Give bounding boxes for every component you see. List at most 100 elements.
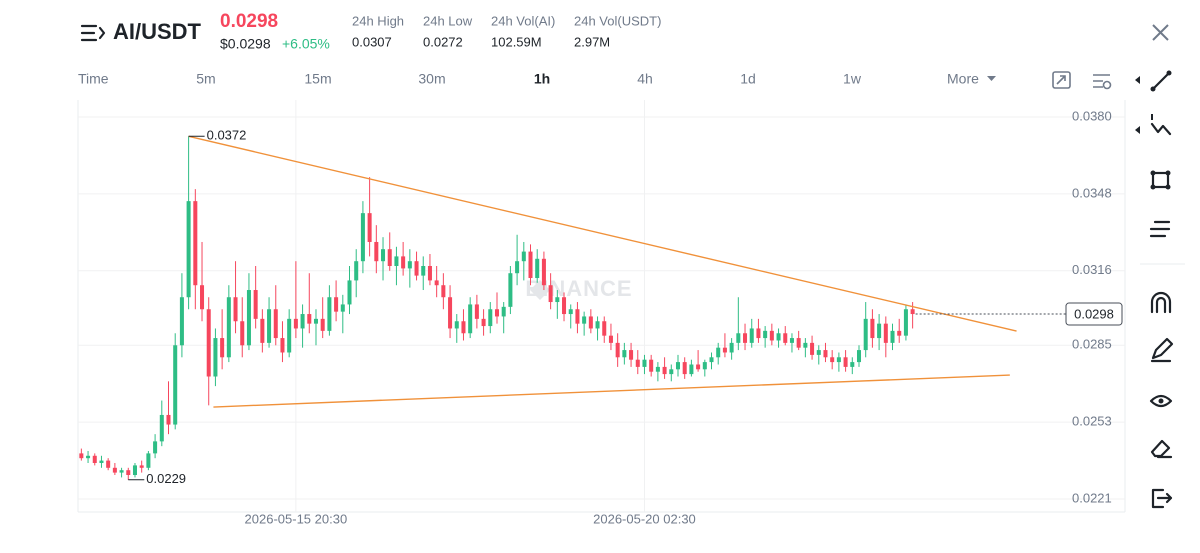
y-tick-label: 0.0316 — [1072, 262, 1112, 277]
candle-body — [474, 304, 479, 319]
channel-tool[interactable] — [1149, 220, 1171, 238]
candle-body — [132, 465, 137, 476]
candle-body — [79, 453, 84, 459]
candle-body — [240, 321, 245, 346]
stat-value: 0.0272 — [423, 34, 463, 49]
candle-body — [92, 455, 97, 463]
magnet-tool[interactable] — [1150, 291, 1172, 314]
more-caret — [987, 76, 996, 81]
candle-body — [863, 318, 868, 351]
candle-body — [441, 285, 446, 298]
candle-body — [119, 470, 124, 473]
candle-body — [675, 362, 681, 370]
candle-body — [246, 290, 251, 346]
candle-body — [836, 357, 841, 363]
candle-body — [602, 321, 607, 336]
candle-body — [903, 309, 908, 336]
candle-body — [293, 318, 298, 329]
candle-body — [280, 338, 285, 353]
candle-body — [555, 297, 560, 303]
candle-body — [783, 333, 788, 343]
interval-option[interactable]: 1d — [740, 71, 756, 87]
x-tick-label: 2026-05-20 02:30 — [593, 511, 696, 526]
settings-icon[interactable] — [1093, 74, 1112, 90]
candle-body — [890, 330, 895, 343]
candle-body — [99, 460, 104, 463]
candle-body — [360, 213, 365, 262]
candle-body — [655, 366, 660, 372]
candle-body — [159, 414, 164, 442]
candle-body — [213, 338, 218, 377]
price-tag — [1065, 302, 1123, 326]
candle-body — [488, 309, 493, 327]
candle-body — [186, 201, 191, 298]
interval-option[interactable]: 30m — [418, 71, 445, 87]
stat-value: 102.59M — [491, 34, 542, 49]
expand-caret[interactable] — [1135, 126, 1140, 134]
annotation-label: 0.0372 — [207, 128, 247, 143]
candle-body — [86, 455, 91, 459]
candle-body — [615, 342, 620, 358]
candle-body — [722, 347, 727, 353]
candle-body — [106, 460, 111, 468]
candle-body — [883, 323, 888, 343]
close-button[interactable] — [1152, 24, 1169, 41]
candle-body — [112, 467, 117, 473]
y-tick-label: 0.0380 — [1072, 108, 1112, 123]
interval-option[interactable]: 15m — [304, 71, 331, 87]
trendline-tool[interactable] — [1150, 70, 1172, 92]
candle-body — [595, 321, 600, 329]
candle-body — [856, 350, 862, 363]
candle-body — [139, 465, 144, 468]
candle-body — [253, 290, 258, 319]
pen-tool[interactable] — [1150, 337, 1174, 363]
candle-body — [427, 266, 432, 281]
candle-body — [401, 256, 406, 269]
y-tick-label: 0.0221 — [1072, 490, 1112, 505]
candle-body — [562, 297, 567, 315]
interval-option[interactable]: 1w — [843, 71, 862, 87]
candle-body — [588, 316, 593, 329]
candle-body — [381, 249, 386, 262]
candle-body — [629, 350, 634, 360]
candle-body — [716, 347, 721, 358]
stat-label: 24h Vol(USDT) — [574, 13, 661, 28]
candle-body — [179, 297, 184, 346]
y-tick-label: 0.0348 — [1072, 185, 1112, 200]
candle-body — [850, 362, 855, 367]
interval-option[interactable]: 4h — [637, 71, 653, 87]
stat-label: 24h Low — [423, 13, 473, 28]
interval-option[interactable]: Time — [78, 71, 109, 87]
annotation-label: 0.0229 — [146, 471, 186, 486]
interval-option[interactable]: 5m — [196, 71, 215, 87]
pair-name[interactable]: AI/USDT — [113, 19, 202, 44]
exit-tool[interactable] — [1151, 488, 1173, 509]
candle-body — [454, 321, 459, 329]
candle-body — [434, 280, 439, 286]
eraser-tool[interactable] — [1150, 439, 1173, 459]
rectangle-tool[interactable] — [1150, 170, 1171, 190]
candle-body — [273, 309, 278, 339]
x-tick-label: 2026-05-15 20:30 — [245, 511, 348, 526]
y-tick-label: 0.0253 — [1072, 414, 1112, 429]
expand-caret[interactable] — [1135, 76, 1140, 84]
price-change: +6.05% — [282, 36, 330, 52]
menu-icon[interactable] — [80, 24, 106, 42]
trendline — [213, 374, 1010, 408]
last-price: 0.0298 — [220, 11, 278, 32]
candle-body — [173, 345, 178, 425]
visibility-tool[interactable] — [1149, 394, 1173, 408]
candle-body — [260, 318, 265, 343]
more-button[interactable]: More — [947, 71, 979, 87]
candle-body — [769, 330, 774, 341]
y-tick-label: 0.0285 — [1072, 337, 1112, 352]
candle-body — [521, 251, 526, 262]
candle-body — [608, 335, 613, 343]
fullscreen-icon[interactable] — [1052, 71, 1071, 89]
candle-body — [803, 342, 808, 348]
candle-body — [877, 323, 882, 339]
stat-value: 2.97M — [574, 34, 610, 49]
interval-option[interactable]: 1h — [534, 71, 550, 87]
fib-tool[interactable] — [1150, 114, 1172, 136]
candle-body — [387, 249, 392, 267]
